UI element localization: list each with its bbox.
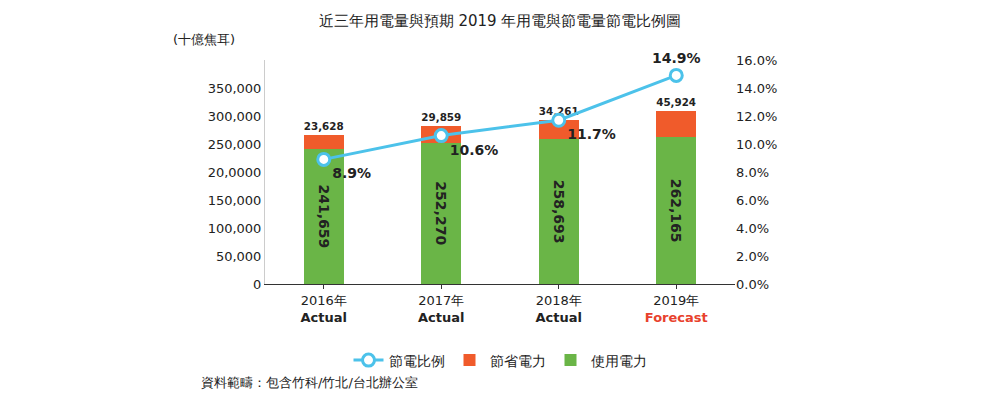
- svg-text:241,659: 241,659: [316, 184, 332, 248]
- svg-text:資料範疇：包含竹科/竹北/台北辦公室: 資料範疇：包含竹科/竹北/台北辦公室: [201, 375, 418, 390]
- svg-text:2017年Actual: 2017年Actual: [418, 293, 464, 325]
- svg-text:節省電力: 節省電力: [490, 353, 546, 369]
- svg-text:10.6%: 10.6%: [450, 142, 499, 158]
- svg-text:252,270: 252,270: [433, 181, 449, 245]
- svg-text:12.0%: 12.0%: [736, 109, 777, 124]
- svg-text:使用電力: 使用電力: [591, 353, 647, 369]
- svg-text:45,924: 45,924: [656, 96, 696, 108]
- svg-text:20,0000: 20,0000: [208, 165, 262, 180]
- svg-text:262,165: 262,165: [668, 179, 684, 243]
- svg-text:2016年Actual: 2016年Actual: [301, 293, 347, 325]
- svg-text:近三年用電量與預期 2019 年用電與節電量節電比例圖: 近三年用電量與預期 2019 年用電與節電量節電比例圖: [319, 12, 682, 30]
- svg-text:300,000: 300,000: [208, 109, 262, 124]
- svg-text:14.0%: 14.0%: [736, 81, 777, 96]
- svg-text:350,000: 350,000: [208, 81, 262, 96]
- svg-text:(十億焦耳): (十億焦耳): [173, 32, 235, 47]
- svg-text:150,000: 150,000: [208, 193, 262, 208]
- svg-text:0.0%: 0.0%: [736, 277, 769, 292]
- svg-text:10.0%: 10.0%: [736, 137, 777, 152]
- svg-text:100,000: 100,000: [208, 221, 262, 236]
- svg-text:34,261: 34,261: [539, 105, 579, 117]
- svg-text:0: 0: [253, 277, 261, 292]
- svg-text:11.7%: 11.7%: [567, 126, 616, 142]
- svg-text:16.0%: 16.0%: [736, 53, 777, 68]
- svg-text:4.0%: 4.0%: [736, 221, 769, 236]
- svg-text:8.9%: 8.9%: [332, 165, 371, 181]
- svg-text:節電比例: 節電比例: [389, 353, 445, 369]
- svg-text:250,000: 250,000: [208, 137, 262, 152]
- svg-text:258,693: 258,693: [551, 180, 567, 244]
- svg-text:2.0%: 2.0%: [736, 249, 769, 264]
- svg-text:8.0%: 8.0%: [736, 165, 769, 180]
- svg-text:23,628: 23,628: [304, 120, 344, 132]
- svg-text:6.0%: 6.0%: [736, 193, 769, 208]
- svg-text:2019年Forecast: 2019年Forecast: [645, 293, 708, 325]
- svg-text:50,000: 50,000: [216, 249, 262, 264]
- svg-text:14.9%: 14.9%: [652, 50, 701, 66]
- svg-text:29,859: 29,859: [421, 111, 461, 123]
- svg-text:2018年Actual: 2018年Actual: [536, 293, 582, 325]
